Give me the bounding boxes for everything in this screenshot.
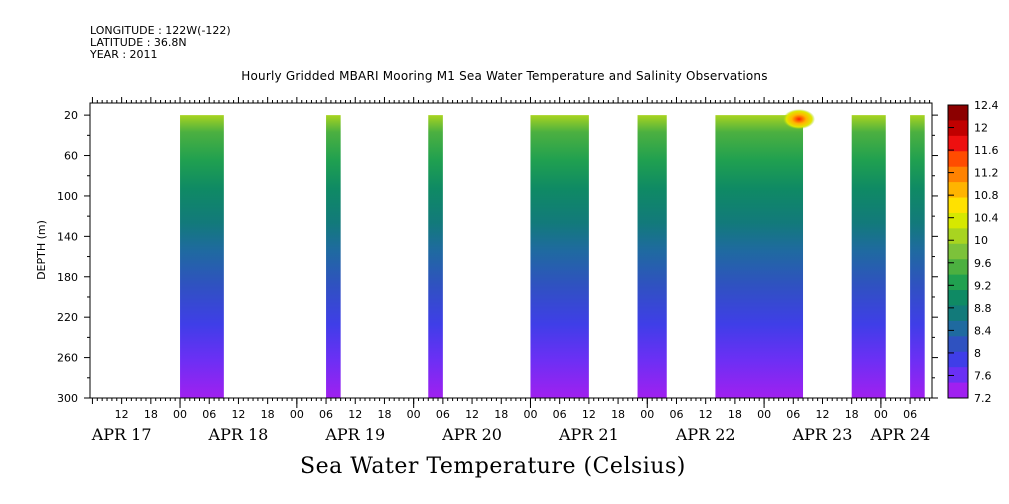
data-block-4 (637, 115, 667, 398)
y-tick-label: 60 (64, 150, 78, 163)
color-scale-label: 11.2 (974, 167, 999, 180)
color-scale-swatch (948, 336, 968, 353)
x-tick-label: 06 (436, 408, 450, 421)
y-tick-label: 180 (57, 271, 78, 284)
x-tick-label: 06 (319, 408, 333, 421)
y-tick-label: 220 (57, 311, 78, 324)
x-tick-label: 12 (348, 408, 362, 421)
x-day-label: APR 20 (441, 425, 502, 444)
x-tick-label: 06 (669, 408, 683, 421)
x-tick-label: 18 (728, 408, 742, 421)
color-scale-label: 11.6 (974, 144, 999, 157)
year-label: YEAR : 2011 (90, 48, 158, 61)
color-scale-swatch (948, 105, 968, 121)
x-tick-label: 00 (407, 408, 421, 421)
x-tick-label: 12 (465, 408, 479, 421)
color-scale-label: 7.2 (974, 392, 992, 405)
color-scale-label: 7.6 (974, 369, 992, 382)
color-scale-label: 8 (974, 347, 981, 360)
x-tick-label: 06 (202, 408, 216, 421)
color-scale-swatch (948, 259, 968, 276)
x-day-label: APR 19 (324, 425, 385, 444)
data-blocks (180, 109, 925, 398)
x-tick-label: 18 (494, 408, 508, 421)
x-tick-label: 18 (611, 408, 625, 421)
data-block-5 (715, 115, 804, 398)
x-tick-label: 18 (377, 408, 391, 421)
y-tick-label: 100 (57, 190, 78, 203)
color-scale-label: 10.8 (974, 189, 999, 202)
color-scale-swatch (948, 351, 968, 368)
color-scale-swatch (948, 243, 968, 260)
data-block-6 (851, 115, 886, 398)
color-scale-label: 12 (974, 122, 988, 135)
color-scale-swatch (948, 382, 968, 399)
color-scale-swatch (948, 135, 968, 152)
x-day-label: APR 22 (675, 425, 736, 444)
data-block-2 (428, 115, 443, 398)
y-tick-label: 300 (57, 392, 78, 405)
x-tick-label: 00 (640, 408, 654, 421)
x-day-label: APR 17 (91, 425, 152, 444)
y-tick-label: 20 (64, 109, 78, 122)
color-scale-swatch (948, 182, 968, 199)
x-tick-label: 12 (815, 408, 829, 421)
color-scale: 12.4 12 11.6 11.2 10.8 10.4 10 9.6 9.2 8.8 8.4 8 7.6… (947, 99, 999, 405)
color-scale-swatch (948, 120, 968, 137)
axes: 12 18 00 06 12 18 00 06 12 18 00 06 12 18 00 06 12 18 00 06… (57, 97, 938, 444)
x-tick-label: 18 (144, 408, 158, 421)
color-scale-label: 8.8 (974, 302, 992, 315)
y-axis-label: DEPTH (m) (35, 220, 48, 280)
color-scale-swatch (948, 305, 968, 322)
max-temp-spot (783, 109, 816, 130)
color-scale-swatch (948, 320, 968, 337)
longitude-label: LONGITUDE : 122W(-122) (90, 24, 231, 37)
x-tick-label: 06 (553, 408, 567, 421)
color-scale-label: 10.4 (974, 212, 999, 225)
color-scale-label: 9.6 (974, 257, 992, 270)
x-tick-label: 06 (903, 408, 917, 421)
x-tick-label: 00 (290, 408, 304, 421)
data-block-0 (180, 115, 224, 398)
chart-title: Hourly Gridded MBARI Mooring M1 Sea Wate… (241, 69, 768, 83)
x-tick-label: 18 (845, 408, 859, 421)
color-scale-swatch (948, 197, 968, 214)
x-tick-label: 00 (173, 408, 187, 421)
data-block-3 (530, 115, 589, 398)
chart-subtitle: Sea Water Temperature (Celsius) (300, 454, 686, 479)
x-tick-label: 00 (874, 408, 888, 421)
color-scale-label: 12.4 (974, 99, 999, 112)
data-block-7 (910, 115, 925, 398)
x-day-label: APR 24 (869, 425, 930, 444)
x-day-label: APR 23 (792, 425, 853, 444)
x-tick-label: 18 (261, 408, 275, 421)
y-tick-label: 140 (57, 230, 78, 243)
color-scale-label: 10 (974, 234, 988, 247)
color-scale-swatch (948, 151, 968, 168)
x-tick-label: 12 (699, 408, 713, 421)
x-tick-label: 00 (757, 408, 771, 421)
color-scale-swatch (948, 274, 968, 291)
x-tick-label: 12 (231, 408, 245, 421)
color-scale-swatch (948, 228, 968, 245)
color-scale-swatch (948, 367, 968, 384)
color-scale-label: 9.2 (974, 279, 992, 292)
data-block-1 (326, 115, 341, 398)
color-scale-swatch (948, 166, 968, 183)
color-scale-label: 8.4 (974, 324, 992, 337)
color-scale-swatch (948, 212, 968, 229)
x-day-label: APR 18 (208, 425, 269, 444)
x-tick-label: 00 (523, 408, 537, 421)
x-tick-label: 06 (786, 408, 800, 421)
x-tick-label: 12 (115, 408, 129, 421)
x-day-label: APR 21 (558, 425, 619, 444)
x-tick-label: 12 (582, 408, 596, 421)
y-tick-label: 260 (57, 352, 78, 365)
color-scale-frame (947, 104, 969, 399)
color-scale-swatch (948, 290, 968, 306)
latitude-label: LATITUDE : 36.8N (90, 36, 187, 49)
